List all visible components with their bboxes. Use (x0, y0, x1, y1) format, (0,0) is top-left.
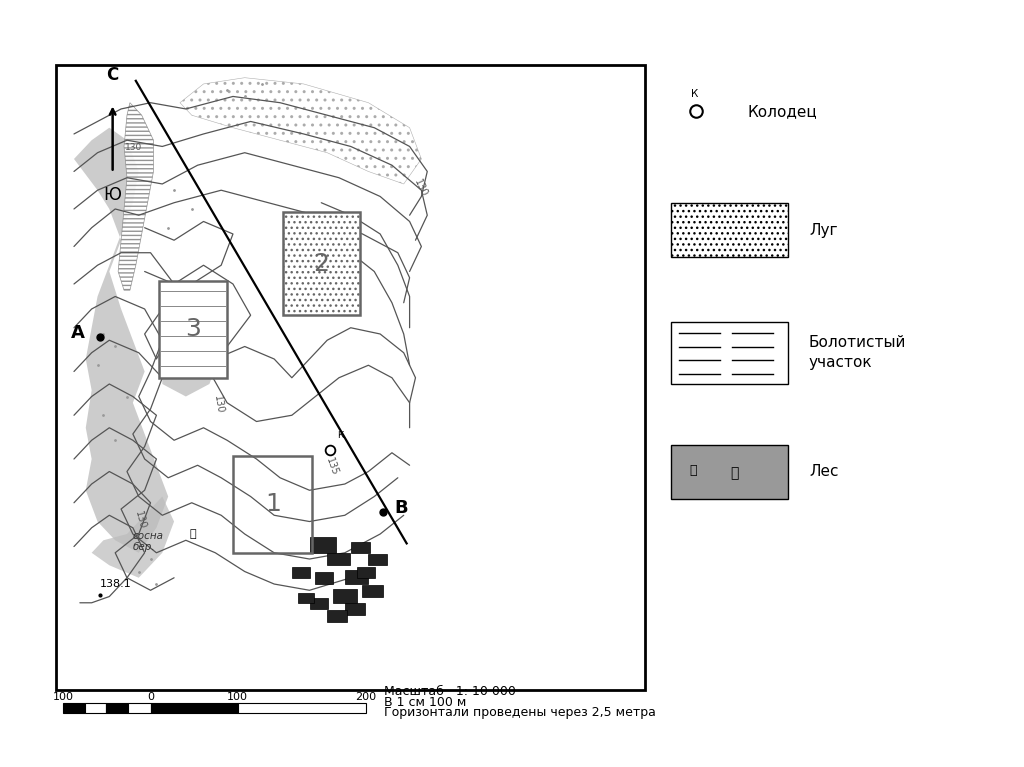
Text: 🌲: 🌲 (189, 529, 196, 539)
Bar (292, 567, 309, 578)
Polygon shape (162, 334, 221, 397)
Bar (160, 281, 227, 378)
Text: 135: 135 (325, 456, 340, 476)
Text: 🌳: 🌳 (730, 466, 738, 480)
Text: Луг: Луг (809, 222, 838, 238)
Bar (106, 703, 128, 713)
Bar (238, 703, 366, 713)
Bar (56, 65, 645, 690)
Text: Горизонтали проведены через 2,5 метра: Горизонтали проведены через 2,5 метра (384, 706, 656, 719)
Text: 🌲: 🌲 (689, 464, 696, 476)
Bar (671, 203, 788, 257)
Polygon shape (118, 103, 154, 290)
Bar (345, 603, 366, 615)
Bar (671, 322, 788, 384)
Bar (85, 703, 106, 713)
Text: 100: 100 (227, 692, 248, 702)
Text: 2: 2 (313, 252, 330, 275)
Text: 0: 0 (147, 692, 154, 702)
Text: Колодец: Колодец (748, 104, 817, 119)
Bar (333, 589, 356, 603)
Bar (298, 593, 314, 603)
Bar (63, 703, 85, 713)
Bar (128, 703, 151, 713)
Text: 1: 1 (265, 492, 281, 516)
Bar (328, 611, 346, 621)
Bar (309, 597, 329, 609)
Text: Лес: Лес (809, 464, 839, 479)
Text: 200: 200 (355, 692, 376, 702)
Bar (671, 445, 788, 499)
Text: 130: 130 (212, 394, 225, 414)
Bar (362, 585, 383, 597)
Text: 130: 130 (413, 178, 429, 199)
Bar (151, 703, 238, 713)
Text: А: А (71, 324, 85, 342)
Text: Болотистый
участок: Болотистый участок (809, 335, 906, 370)
Bar (369, 554, 387, 565)
Bar (350, 542, 370, 553)
Text: В 1 см 100 м: В 1 см 100 м (384, 696, 466, 709)
Polygon shape (74, 128, 168, 553)
Text: 130: 130 (133, 509, 147, 530)
Text: К: К (690, 90, 698, 100)
Text: 100: 100 (53, 692, 74, 702)
Text: 130: 130 (125, 143, 142, 152)
Text: Масштаб   1: 10 000: Масштаб 1: 10 000 (384, 685, 516, 698)
Bar (283, 212, 359, 315)
Text: 138.1: 138.1 (99, 579, 131, 589)
Text: Ю: Ю (103, 186, 122, 204)
Polygon shape (180, 77, 422, 184)
Bar (356, 567, 376, 578)
Bar (328, 553, 349, 565)
Bar (315, 571, 333, 584)
Bar (283, 212, 359, 315)
Text: сосна
бер.: сосна бер. (133, 531, 164, 552)
Bar (232, 456, 312, 553)
Text: 3: 3 (185, 318, 201, 341)
Text: К: К (337, 431, 344, 440)
Polygon shape (92, 496, 174, 578)
Text: В: В (394, 499, 409, 517)
Bar (160, 281, 227, 378)
Bar (309, 537, 336, 553)
Bar (345, 571, 369, 584)
Text: С: С (106, 67, 119, 84)
